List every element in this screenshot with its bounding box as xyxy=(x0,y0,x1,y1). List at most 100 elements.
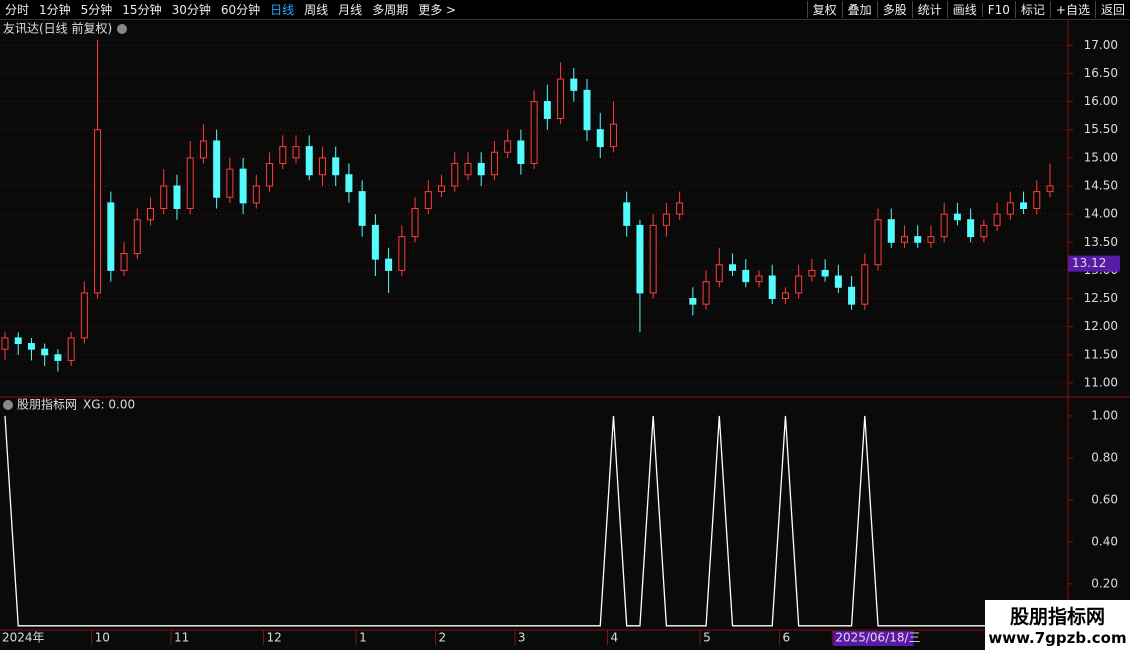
candle-body xyxy=(345,174,353,193)
candle-body xyxy=(213,140,221,198)
x-tick-label: 11 xyxy=(174,631,189,645)
toolbar-button[interactable]: 更多 > xyxy=(418,3,457,17)
candle-body xyxy=(662,213,670,226)
candle-body xyxy=(107,202,115,271)
candle-body xyxy=(530,101,538,164)
y-tick-label: 11.50 xyxy=(1084,347,1118,361)
candle-body xyxy=(133,219,141,255)
candle-body xyxy=(861,264,869,305)
candle-body xyxy=(940,213,948,238)
candle-body xyxy=(424,191,432,209)
candle-body xyxy=(371,224,379,260)
xg-line xyxy=(4,415,1050,627)
toolbar-button[interactable]: 多周期 xyxy=(372,3,409,17)
candle-body xyxy=(609,123,617,148)
y-tick-label: 14.00 xyxy=(1084,207,1118,221)
candle-body xyxy=(1006,202,1014,215)
toolbar-button[interactable]: +自选 xyxy=(1049,1,1095,18)
candle-body xyxy=(1033,191,1041,209)
y-tick-label: 14.50 xyxy=(1084,178,1118,192)
toolbar-button[interactable]: 叠加 xyxy=(841,1,877,18)
candle-body xyxy=(173,185,181,210)
date-cursor-box xyxy=(833,631,914,646)
candle-body xyxy=(464,162,472,176)
toolbar-button[interactable]: 复权 xyxy=(806,1,842,18)
candle-body xyxy=(781,292,789,300)
menu-icon[interactable] xyxy=(3,400,13,410)
toolbar-button[interactable]: 多股 xyxy=(876,1,912,18)
menu-icon[interactable] xyxy=(117,24,127,34)
candle-body xyxy=(438,185,446,193)
toolbar-button[interactable]: 60分钟 xyxy=(220,3,261,17)
y-tick-label: 15.50 xyxy=(1084,122,1118,136)
candle-body xyxy=(332,157,340,176)
candle-body xyxy=(490,151,498,176)
candle-body xyxy=(504,140,512,153)
toolbar-button[interactable]: 1分钟 xyxy=(39,3,71,17)
candle-body xyxy=(874,219,882,266)
y-tick-label: 16.50 xyxy=(1084,66,1118,80)
y-tick-label: 0.20 xyxy=(1091,576,1118,590)
candle-body xyxy=(226,168,234,198)
candle-body xyxy=(583,89,591,131)
toolbar-button[interactable]: 画线 xyxy=(946,1,982,18)
candle-body xyxy=(848,286,856,305)
x-tick-label: 6 xyxy=(782,631,790,645)
candle-body xyxy=(67,337,75,361)
watermark-url: www.7gpzb.com xyxy=(988,629,1127,647)
toolbar-button[interactable]: 5分钟 xyxy=(80,3,113,17)
candle-body xyxy=(900,236,908,243)
price-marker-label: 13.12 xyxy=(1072,256,1106,270)
y-tick-label: 17.00 xyxy=(1084,38,1118,52)
candle-body xyxy=(27,343,35,350)
candle-body xyxy=(411,208,419,238)
y-tick-label: 0.60 xyxy=(1091,492,1118,506)
candle-body xyxy=(808,269,816,277)
candle-body xyxy=(755,275,763,283)
toolbar-button[interactable]: 月线 xyxy=(338,3,363,17)
candle-body xyxy=(305,146,313,176)
y-tick-label: 0.40 xyxy=(1091,534,1118,548)
x-tick-label: 10 xyxy=(95,631,110,645)
toolbar-button[interactable]: 周线 xyxy=(304,3,329,17)
candle-body xyxy=(451,162,459,187)
y-tick-label: 12.50 xyxy=(1084,291,1118,305)
toolbar-button[interactable]: 15分钟 xyxy=(122,3,162,17)
x-tick-label: 4 xyxy=(610,631,618,645)
candle-body xyxy=(967,219,975,238)
period-tabs: 分时 1分钟 5分钟 15分钟 30分钟 60分钟 日线 周线 月线 多周期 更多 > xyxy=(0,0,461,19)
candle-body xyxy=(147,208,155,221)
candle-body xyxy=(636,224,644,294)
candle-body xyxy=(318,157,326,176)
toolbar-button[interactable]: 返回 xyxy=(1094,1,1130,18)
y-tick-label: 15.00 xyxy=(1084,150,1118,164)
chart-title: 友讯达(日线 前复权) xyxy=(3,21,112,36)
toolbar-button[interactable]: 标记 xyxy=(1014,1,1050,18)
toolbar-button[interactable]: 统计 xyxy=(911,1,947,18)
candle-body xyxy=(676,202,684,215)
candle-body xyxy=(570,78,578,91)
candle-body xyxy=(768,275,776,300)
candle-body xyxy=(834,275,842,288)
x-tick-label: 5 xyxy=(703,631,711,645)
candle-body xyxy=(1,337,9,350)
toolbar-button[interactable]: F10 xyxy=(981,2,1015,17)
x-tick-label: 2024年 xyxy=(2,631,45,645)
toolbar-button[interactable]: 分时 xyxy=(5,3,30,17)
toolbar-button[interactable]: 日线 xyxy=(270,3,295,17)
candle-body xyxy=(649,224,657,294)
candle-body xyxy=(279,146,287,164)
tool-buttons: 复权 叠加 多股 统计 画线 F10 标记 +自选 返回 xyxy=(806,0,1130,19)
toolbar-button[interactable]: 30分钟 xyxy=(171,3,211,17)
x-tick-label: 3 xyxy=(518,631,526,645)
y-tick-label: 0.80 xyxy=(1091,450,1118,464)
candle-body xyxy=(914,236,922,243)
candle-body xyxy=(1046,185,1054,193)
candle-body xyxy=(186,157,194,210)
candle-body xyxy=(689,298,697,305)
candle-body xyxy=(887,219,895,243)
candle-body xyxy=(742,269,750,283)
candle-body xyxy=(477,162,485,176)
candle-body xyxy=(398,236,406,271)
